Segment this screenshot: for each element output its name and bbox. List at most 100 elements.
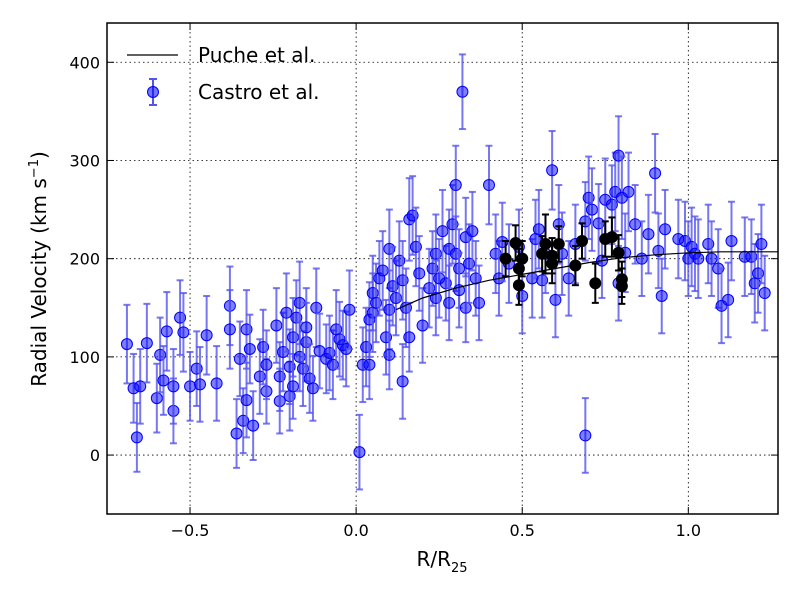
legend-label-puche: Puche et al.	[198, 43, 315, 67]
black-marker	[615, 280, 628, 293]
castro-marker	[233, 352, 246, 365]
castro-marker	[483, 179, 496, 192]
castro-marker	[403, 331, 416, 344]
castro-point	[705, 220, 718, 297]
y-tick-label: 400	[69, 53, 100, 72]
castro-marker	[194, 378, 207, 391]
castro-point	[585, 167, 598, 252]
castro-point	[343, 269, 356, 351]
castro-point	[449, 144, 462, 226]
castro-point	[483, 144, 496, 226]
x-axis-label: R/R25	[416, 547, 467, 576]
castro-point	[200, 294, 213, 376]
x-tick-label: 0.0	[343, 521, 368, 540]
castro-marker	[184, 380, 197, 393]
castro-point	[642, 193, 655, 275]
castro-point	[758, 254, 771, 332]
castro-black-point	[589, 262, 602, 304]
castro-marker	[243, 343, 256, 356]
castro-marker	[413, 267, 426, 280]
castro-marker	[200, 329, 213, 342]
castro-point	[436, 188, 449, 274]
castro-marker	[383, 348, 396, 361]
castro-black-point	[546, 237, 559, 275]
castro-black-point	[569, 244, 582, 287]
castro-marker	[240, 394, 253, 407]
castro-marker	[622, 185, 635, 198]
castro-point	[223, 289, 236, 370]
black-marker	[516, 252, 529, 265]
castro-point	[546, 130, 559, 211]
castro-black-point	[552, 225, 565, 263]
castro-point	[240, 361, 253, 439]
castro-point	[247, 390, 260, 461]
legend: Puche et al. Castro et al.	[127, 43, 320, 106]
plot-frame	[106, 22, 779, 515]
castro-point	[692, 218, 705, 299]
y-tick-label: 200	[69, 250, 100, 269]
castro-point	[230, 398, 243, 469]
castro-point	[443, 264, 456, 342]
black-marker	[589, 277, 602, 290]
castro-marker	[270, 319, 283, 332]
castro-marker	[659, 223, 672, 236]
castro-marker	[585, 203, 598, 216]
castro-point	[383, 319, 396, 391]
castro-marker	[532, 223, 545, 236]
castro-marker	[157, 374, 170, 387]
castro-point	[579, 397, 592, 474]
castro-marker	[260, 358, 273, 371]
castro-marker	[416, 319, 429, 332]
castro-point	[194, 346, 207, 423]
castro-point	[353, 413, 366, 491]
castro-point	[562, 240, 575, 317]
castro-point	[313, 312, 326, 390]
castro-marker	[287, 380, 300, 393]
castro-point	[130, 402, 143, 473]
castro-point	[210, 345, 223, 422]
castro-marker	[160, 325, 173, 338]
castro-point	[655, 257, 668, 335]
black-marker	[546, 249, 559, 262]
x-tick-label: 1.0	[676, 521, 701, 540]
castro-point	[184, 350, 197, 422]
castro-point	[466, 190, 479, 272]
castro-marker	[363, 358, 376, 371]
castro-marker	[466, 225, 479, 238]
y-tick-label: 100	[69, 348, 100, 367]
castro-point	[659, 188, 672, 270]
castro-marker	[230, 427, 243, 440]
castro-point	[260, 329, 273, 401]
castro-marker	[579, 429, 592, 442]
black-marker	[605, 231, 618, 244]
castro-marker	[725, 235, 738, 248]
castro-point	[473, 264, 486, 342]
legend-marker-castro	[147, 86, 159, 98]
castro-marker	[343, 303, 356, 316]
castro-marker	[120, 338, 133, 351]
black-marker	[576, 235, 589, 248]
castro-point	[270, 287, 283, 364]
castro-point	[300, 287, 313, 368]
castro-marker	[353, 446, 366, 459]
black-marker	[499, 252, 512, 265]
castro-marker	[758, 287, 771, 300]
castro-point	[134, 348, 147, 425]
castro-marker	[167, 380, 180, 393]
castro-point	[157, 345, 170, 416]
castro-point	[310, 267, 323, 349]
castro-marker	[140, 337, 153, 350]
castro-point	[396, 343, 409, 420]
castro-black-point	[499, 240, 512, 278]
castro-point	[456, 53, 469, 131]
castro-marker	[642, 228, 655, 241]
castro-marker	[562, 272, 575, 285]
castro-marker	[635, 252, 648, 265]
plot-area: −0.5 0.0 0.5 1.0 0 100 200 300 400	[69, 22, 779, 540]
castro-marker	[705, 252, 718, 265]
castro-marker	[692, 252, 705, 265]
castro-black-point	[516, 240, 529, 278]
castro-marker	[755, 237, 768, 250]
castro-point	[725, 200, 738, 282]
